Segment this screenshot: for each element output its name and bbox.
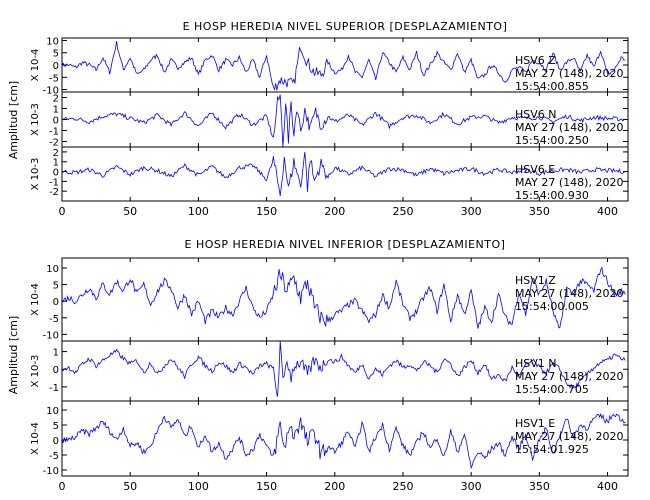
- x-tick-label: 100: [188, 205, 209, 218]
- y-tick-label: 0: [53, 61, 59, 72]
- y-tick-label: 1: [53, 158, 59, 169]
- x-tick-label: 150: [256, 480, 277, 493]
- x-tick-label: 0: [59, 480, 66, 493]
- y-tick-label: -10: [43, 86, 59, 97]
- x-tick-label: 0: [59, 205, 66, 218]
- y-tick-label: 5: [53, 421, 59, 432]
- y-tick-label: 10: [46, 264, 59, 275]
- y-tick-label: -5: [49, 451, 59, 462]
- scale-label: X 10-4: [30, 422, 41, 455]
- x-tick-label: 50: [123, 480, 137, 493]
- date-label: MAY 27 (148), 2020: [515, 176, 623, 189]
- x-tick-label: 50: [123, 205, 137, 218]
- date-label: MAY 27 (148), 2020: [515, 287, 623, 300]
- figure-title: E HOSP HEREDIA NIVEL SUPERIOR [DESPLAZAM…: [183, 20, 508, 33]
- y-axis-label: Amplitud [cm]: [7, 81, 20, 159]
- y-tick-label: -2: [49, 138, 59, 149]
- y-tick-label: -1: [49, 177, 59, 188]
- station-label: HSV1 N: [515, 357, 557, 370]
- y-tick-label: 0: [53, 168, 59, 179]
- x-tick-label: 350: [529, 205, 550, 218]
- y-tick-label: -1: [49, 127, 59, 138]
- time-label: 15:54:01.925: [515, 443, 589, 456]
- y-tick-label: 1: [53, 348, 59, 359]
- x-tick-label: 200: [324, 205, 345, 218]
- y-tick-label: 2: [53, 148, 59, 159]
- y-tick-label: -1: [49, 383, 59, 394]
- y-tick-label: 10: [46, 406, 59, 417]
- y-tick-label: 0: [53, 365, 59, 376]
- time-label: 15:54:00.705: [515, 383, 589, 396]
- panel-frame: [61, 146, 629, 202]
- date-label: MAY 27 (148), 2020: [515, 430, 623, 443]
- y-tick-label: -10: [43, 466, 59, 477]
- x-tick-label: 400: [597, 480, 618, 493]
- trace-line: [61, 340, 626, 397]
- y-tick-label: 2: [53, 94, 59, 105]
- x-tick-label: 400: [597, 205, 618, 218]
- date-label: MAY 27 (148), 2020: [515, 370, 623, 383]
- x-tick-label: 150: [256, 205, 277, 218]
- time-label: 15:54:00.930: [515, 189, 589, 202]
- y-tick-label: -5: [49, 73, 59, 84]
- station-label: HSV6 Z: [515, 54, 556, 67]
- time-label: 15:54:00.250: [515, 134, 589, 147]
- trace-line: [61, 412, 626, 470]
- date-label: MAY 27 (148), 2020: [515, 67, 623, 80]
- figure-title: E HOSP HEREDIA NIVEL INFERIOR [DESPLAZAM…: [185, 238, 506, 251]
- x-tick-label: 250: [392, 205, 413, 218]
- y-tick-label: -5: [49, 314, 59, 325]
- y-tick-label: 0: [53, 116, 59, 127]
- station-label: HSV1 E: [515, 417, 555, 430]
- x-tick-label: 350: [529, 480, 550, 493]
- x-tick-label: 300: [461, 205, 482, 218]
- y-tick-label: 0: [53, 297, 59, 308]
- x-tick-label: 200: [324, 480, 345, 493]
- scale-label: X 10-3: [30, 103, 41, 136]
- station-label: HSV6 E: [515, 163, 555, 176]
- trace-line: [61, 151, 626, 196]
- y-tick-label: 1: [53, 105, 59, 116]
- date-label: MAY 27 (148), 2020: [515, 121, 623, 134]
- y-axis-label: Amplitud [cm]: [7, 316, 20, 394]
- figure-1: E HOSP HEREDIA NIVEL SUPERIOR [DESPLAZAM…: [7, 20, 629, 218]
- x-tick-label: 100: [188, 480, 209, 493]
- y-tick-label: -10: [43, 330, 59, 341]
- trace-line: [61, 94, 626, 148]
- time-label: 15:54:00.005: [515, 300, 589, 313]
- scale-label: X 10-4: [30, 49, 41, 82]
- trace-line: [61, 41, 626, 91]
- y-tick-label: 10: [46, 36, 59, 47]
- y-tick-label: 0: [53, 436, 59, 447]
- time-label: 15:54:00.855: [515, 80, 589, 93]
- scale-label: X 10-4: [30, 283, 41, 316]
- x-tick-label: 250: [392, 480, 413, 493]
- y-tick-label: 5: [53, 49, 59, 60]
- x-tick-label: 300: [461, 480, 482, 493]
- station-label: HSV6 N: [515, 108, 557, 121]
- station-label: HSV1 Z: [515, 274, 556, 287]
- y-tick-label: -2: [49, 187, 59, 198]
- scale-label: X 10-3: [30, 355, 41, 388]
- trace-line: [61, 266, 626, 329]
- figure-2: E HOSP HEREDIA NIVEL INFERIOR [DESPLAZAM…: [7, 238, 629, 493]
- y-tick-label: 5: [53, 281, 59, 292]
- scale-label: X 10-3: [30, 158, 41, 191]
